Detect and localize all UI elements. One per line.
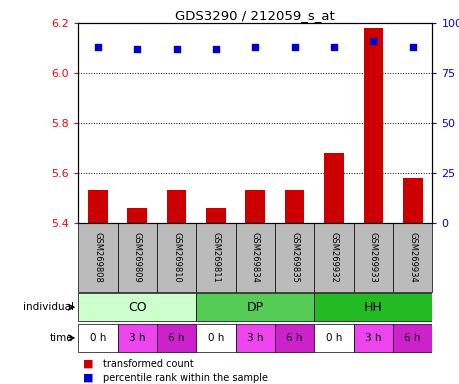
Bar: [392, 223, 431, 292]
Text: GSM269810: GSM269810: [172, 232, 181, 283]
Bar: [167, 190, 186, 223]
Point: [251, 44, 258, 50]
Text: 3 h: 3 h: [129, 333, 145, 343]
Bar: [157, 324, 196, 352]
Bar: [353, 223, 392, 292]
Text: ■: ■: [83, 373, 93, 383]
Text: GSM269809: GSM269809: [133, 232, 141, 283]
Bar: [78, 293, 196, 321]
Bar: [78, 324, 118, 352]
Bar: [284, 190, 304, 223]
Point: [330, 44, 337, 50]
Bar: [206, 208, 225, 223]
Text: 0 h: 0 h: [325, 333, 341, 343]
Bar: [88, 190, 107, 223]
Bar: [196, 293, 313, 321]
Text: percentile rank within the sample: percentile rank within the sample: [103, 373, 268, 383]
Text: 6 h: 6 h: [286, 333, 302, 343]
Text: time: time: [50, 333, 73, 343]
Text: GSM269933: GSM269933: [368, 232, 377, 283]
Bar: [313, 223, 353, 292]
Point: [408, 44, 415, 50]
Text: ■: ■: [83, 359, 93, 369]
Text: 3 h: 3 h: [246, 333, 263, 343]
Bar: [392, 324, 431, 352]
Text: CO: CO: [128, 301, 146, 314]
Point: [291, 44, 298, 50]
Bar: [245, 190, 264, 223]
Bar: [235, 324, 274, 352]
Point: [173, 46, 180, 52]
Bar: [78, 223, 118, 292]
Bar: [402, 178, 422, 223]
Bar: [363, 28, 382, 223]
Text: GSM269932: GSM269932: [329, 232, 338, 283]
Point: [369, 38, 376, 44]
Bar: [118, 223, 157, 292]
Point: [94, 44, 101, 50]
Point: [133, 46, 140, 52]
Bar: [127, 208, 147, 223]
Text: GSM269934: GSM269934: [407, 232, 416, 283]
Text: GSM269835: GSM269835: [290, 232, 298, 283]
Text: GSM269808: GSM269808: [93, 232, 102, 283]
Bar: [313, 293, 431, 321]
Text: 6 h: 6 h: [168, 333, 185, 343]
Bar: [274, 223, 313, 292]
Text: 3 h: 3 h: [364, 333, 381, 343]
Bar: [235, 223, 274, 292]
Text: 6 h: 6 h: [403, 333, 420, 343]
Title: GDS3290 / 212059_s_at: GDS3290 / 212059_s_at: [175, 9, 335, 22]
Text: GSM269811: GSM269811: [211, 232, 220, 283]
Bar: [274, 324, 313, 352]
Text: HH: HH: [363, 301, 382, 314]
Bar: [324, 153, 343, 223]
Text: 0 h: 0 h: [90, 333, 106, 343]
Text: GSM269834: GSM269834: [250, 232, 259, 283]
Bar: [196, 324, 235, 352]
Text: 0 h: 0 h: [207, 333, 224, 343]
Bar: [157, 223, 196, 292]
Text: transformed count: transformed count: [103, 359, 194, 369]
Text: DP: DP: [246, 301, 263, 314]
Text: individual: individual: [22, 302, 73, 312]
Bar: [196, 223, 235, 292]
Bar: [353, 324, 392, 352]
Point: [212, 46, 219, 52]
Bar: [118, 324, 157, 352]
Bar: [313, 324, 353, 352]
